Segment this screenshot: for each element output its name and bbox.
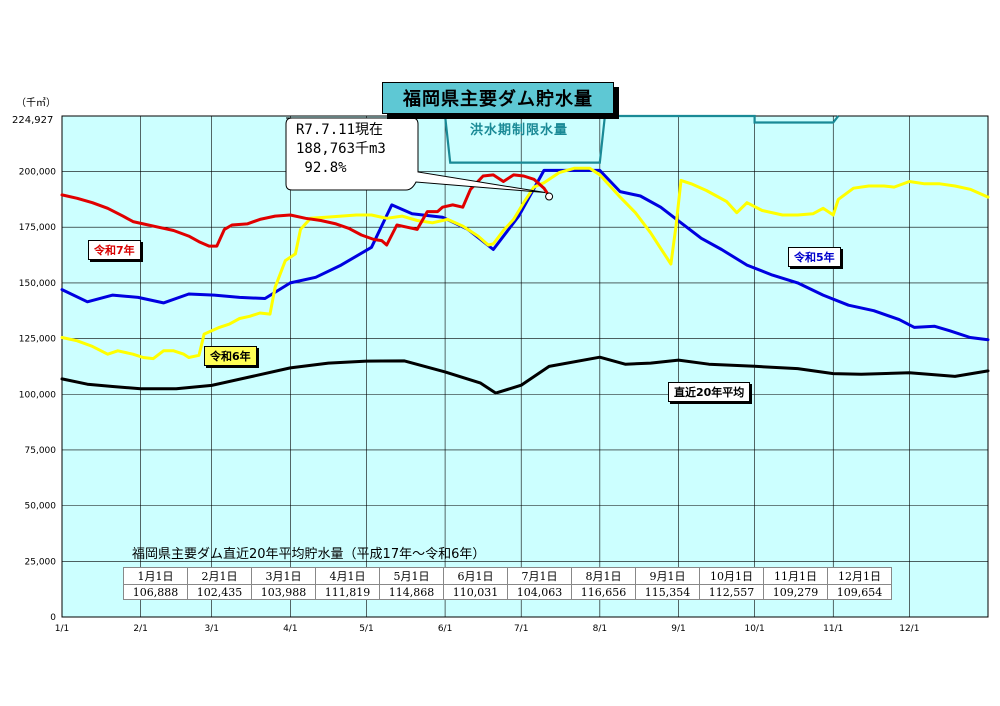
flood-limit-label: 洪水期制限水量 bbox=[470, 123, 569, 138]
table-value-cell: 115,354 bbox=[635, 584, 700, 600]
table-header-cell: 12月1日 bbox=[827, 567, 892, 585]
table-value-cell: 111,819 bbox=[315, 584, 380, 600]
y-tick-label: 100,000 bbox=[19, 390, 56, 400]
table-header-cell: 10月1日 bbox=[699, 567, 764, 585]
callout-bubble bbox=[285, 117, 554, 201]
table-value-cell: 106,888 bbox=[123, 584, 188, 600]
x-tick-label: 5/1 bbox=[359, 624, 373, 634]
callout-marker bbox=[545, 192, 554, 201]
table-value-cell: 109,279 bbox=[763, 584, 828, 600]
y-tick-label: 175,000 bbox=[19, 223, 56, 233]
table-value-cell: 109,654 bbox=[827, 584, 892, 600]
table-header-cell: 3月1日 bbox=[251, 567, 316, 585]
y-tick-label: 25,000 bbox=[25, 557, 57, 567]
table-header-cell: 11月1日 bbox=[763, 567, 828, 585]
average-table-value-row: 106,888 102,435 103,988 111,819 114,868 … bbox=[123, 584, 892, 600]
flood-limit-polyline bbox=[444, 114, 840, 164]
table-value-cell: 103,988 bbox=[251, 584, 316, 600]
x-tick-label: 7/1 bbox=[514, 624, 528, 634]
x-tick-label: 2/1 bbox=[133, 624, 147, 634]
callout-date: R7.7.11現在 bbox=[296, 122, 384, 138]
x-tick-label: 4/1 bbox=[283, 624, 297, 634]
table-value-cell: 112,557 bbox=[699, 584, 764, 600]
series-label-r5: 令和5年 bbox=[788, 247, 841, 267]
y-tick-label: 150,000 bbox=[19, 279, 56, 289]
series-line-0 bbox=[60, 173, 551, 248]
x-tick-label: 10/1 bbox=[744, 624, 764, 634]
x-tick-label: 3/1 bbox=[204, 624, 218, 634]
table-header-cell: 2月1日 bbox=[187, 567, 252, 585]
table-value-cell: 102,435 bbox=[187, 584, 252, 600]
table-header-cell: 9月1日 bbox=[635, 567, 700, 585]
x-axis-ticks: 1/1 2/1 3/1 4/1 5/1 6/1 7/1 8/1 9/1 10/1 11/1 12/1 bbox=[55, 624, 920, 634]
y-unit-label: （千㎥） bbox=[16, 98, 56, 109]
y-tick-label: 125,000 bbox=[19, 335, 56, 345]
series-line-1 bbox=[60, 166, 990, 361]
table-value-cell: 110,031 bbox=[443, 584, 508, 600]
series-label-average: 直近20年平均 bbox=[668, 382, 751, 402]
callout-text: R7.7.11現在 188,763千m3 92.8% bbox=[296, 121, 414, 178]
y-axis-ticks: 0 25,000 50,000 75,000 100,000 125,000 150,000… bbox=[19, 168, 56, 623]
average-table: 1月1日 2月1日 3月1日 4月1日 5月1日 6月1日 7月1日 8月1日 … bbox=[123, 567, 892, 600]
series-label-r7: 令和7年 bbox=[88, 240, 141, 260]
y-tick-label: 50,000 bbox=[25, 502, 57, 512]
table-header-cell: 5月1日 bbox=[379, 567, 444, 585]
series-line-3 bbox=[60, 355, 990, 395]
table-value-cell: 114,868 bbox=[379, 584, 444, 600]
y-tick-label: 200,000 bbox=[19, 168, 56, 178]
table-header-cell: 4月1日 bbox=[315, 567, 380, 585]
table-header-cell: 7月1日 bbox=[507, 567, 572, 585]
x-tick-label: 6/1 bbox=[438, 624, 452, 634]
grid-lines bbox=[62, 116, 988, 617]
y-tick-label: 75,000 bbox=[25, 446, 57, 456]
series-label-r6: 令和6年 bbox=[204, 346, 257, 366]
average-table-title: 福岡県主要ダム直近20年平均貯水量（平成17年～令和6年） bbox=[132, 547, 486, 562]
table-value-cell: 116,656 bbox=[571, 584, 636, 600]
average-table-header-row: 1月1日 2月1日 3月1日 4月1日 5月1日 6月1日 7月1日 8月1日 … bbox=[123, 567, 892, 585]
y-tick-label: 0 bbox=[50, 613, 56, 623]
x-tick-label: 12/1 bbox=[899, 624, 919, 634]
x-tick-label: 9/1 bbox=[671, 624, 685, 634]
callout-volume: 188,763千m3 bbox=[296, 141, 386, 157]
x-tick-label: 8/1 bbox=[593, 624, 607, 634]
callout-bubble-shape bbox=[285, 117, 546, 194]
series-lines bbox=[60, 166, 990, 395]
x-tick-label: 11/1 bbox=[823, 624, 843, 634]
table-value-cell: 104,063 bbox=[507, 584, 572, 600]
table-header-cell: 6月1日 bbox=[443, 567, 508, 585]
table-header-cell: 8月1日 bbox=[571, 567, 636, 585]
x-tick-label: 1/1 bbox=[55, 624, 69, 634]
table-header-cell: 1月1日 bbox=[123, 567, 188, 585]
y-max-label: 224,927 bbox=[12, 115, 54, 126]
callout-percent: 92.8% bbox=[296, 160, 347, 176]
chart-title: 福岡県主要ダム貯水量 bbox=[382, 82, 614, 114]
flood-limit-line bbox=[444, 114, 840, 164]
